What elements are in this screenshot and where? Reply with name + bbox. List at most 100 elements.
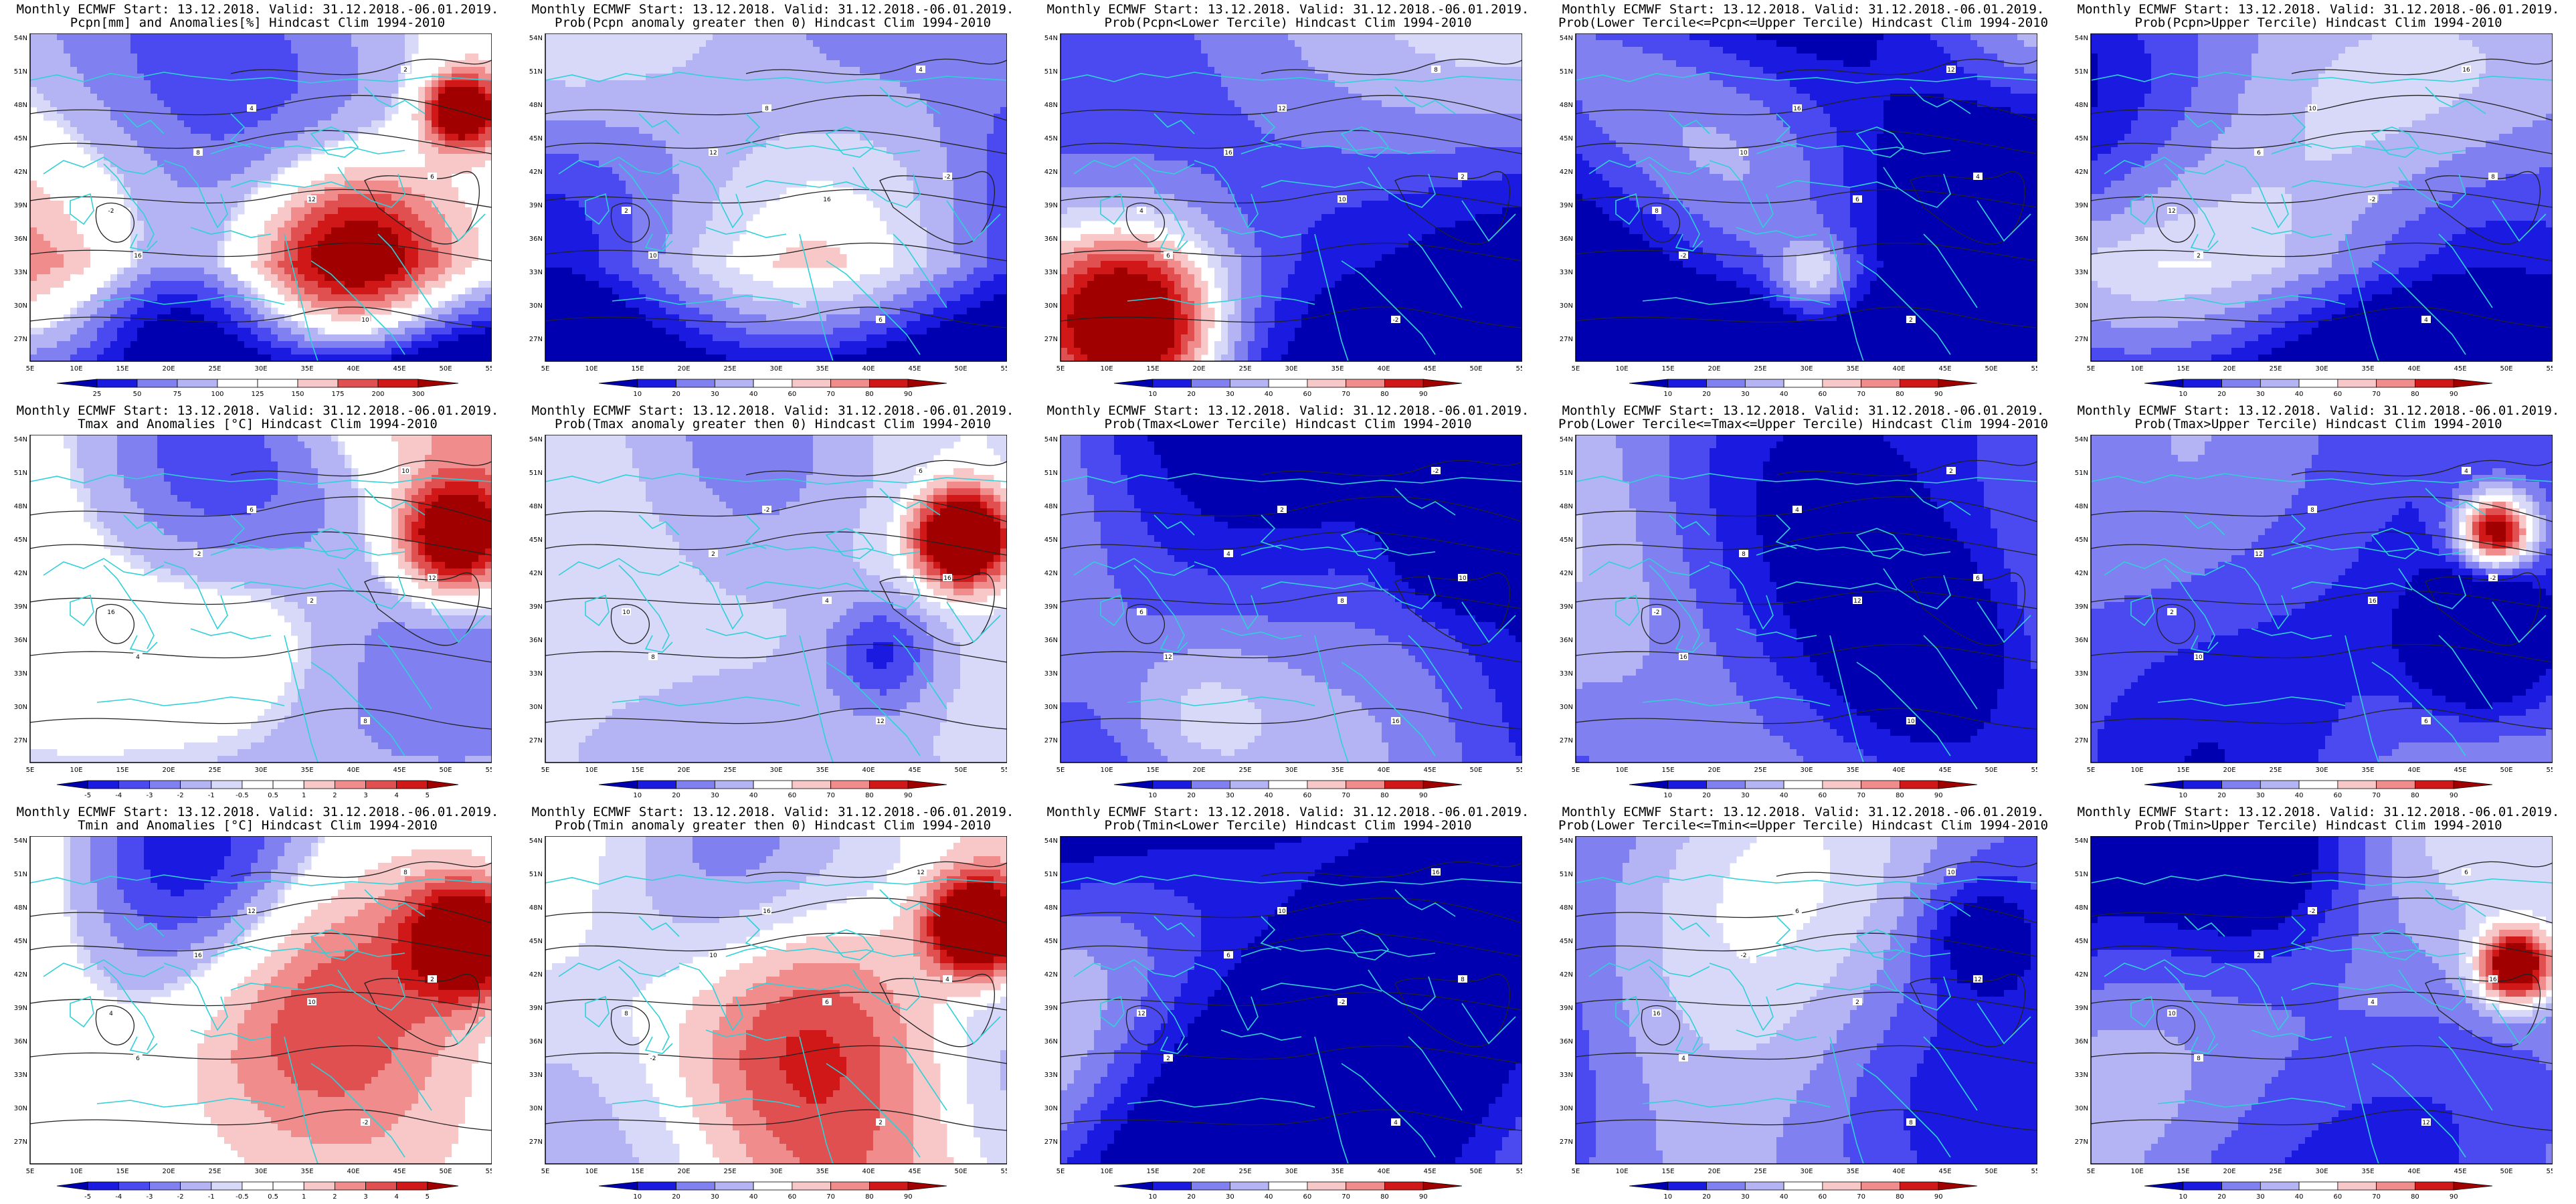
lon-label: 30E [769,1168,782,1175]
lat-label: 39N [1044,1005,1058,1012]
isoline-label: 12 [876,717,885,725]
colorbar-segment [907,780,947,789]
panel-title: Prob(Lower Tercile<=Tmin<=Upper Tercile)… [1546,819,2061,833]
lon-label: 30E [769,767,782,774]
colorbar-segment [211,780,243,789]
lat-label: 45N [14,536,27,544]
map-frame: 8 12 16 10 6 -2 2 4 54N 51N 48N 45N 42N 39N 36N 33N 30N 2… [529,33,1007,373]
isoline-label: -2 [762,506,771,514]
isolines [2090,460,2553,730]
lon-label: 25E [2269,1168,2282,1175]
isoline-label: 12 [2421,1118,2431,1126]
isoline [1776,861,2037,878]
coastline [1776,581,1898,591]
coastline [2492,200,2547,242]
lat-label: 42N [1560,169,1573,176]
isoline-label: -2 [2308,907,2317,915]
map-border [1575,435,2037,763]
isoline-label: 16 [2462,66,2471,74]
lon-label: 55E [485,767,492,774]
colorbar: 10 20 30 40 60 70 80 90 [598,379,947,398]
lat-label: 42N [14,169,27,176]
colorbar-tick-label: 1 [302,792,306,799]
isoline-label: 4 [1792,506,1802,514]
colorbar-tick-label: 5 [426,792,430,799]
colorbar-tick-label: 10 [1148,1193,1157,1201]
map-frame: 4 8 12 16 10 6 -2 2 54N 51N 48N 45N 42N 39N 36N 33N 30N 2… [1560,435,2037,774]
colorbar-tick-label: 70 [1857,1193,1865,1201]
coastline [1756,544,1951,556]
coastline [2438,1036,2493,1111]
panel-header-line: Monthly ECMWF Start: 13.12.2018. Valid: … [2061,805,2576,819]
lat-label: 54N [529,436,543,443]
colorbar-segment [2337,379,2377,388]
lat-label: 51N [1560,470,1573,477]
lon-labels: 5E 10E 15E 20E 25E 30E 35E 40E 45E 50E 55E [541,365,1007,373]
lon-label: 10E [1100,365,1113,373]
colorbar-segment [211,1181,243,1191]
coastline [1829,1036,1864,1165]
isoline [29,1109,492,1131]
lat-labels: 54N 51N 48N 45N 42N 39N 36N 33N 30N 27N [1044,837,1058,1146]
lon-label: 15E [631,365,644,373]
isoline [1261,58,1522,76]
coastline [1588,558,1710,576]
colorbar-tick-label: 90 [1419,1193,1428,1201]
lon-label: 25E [2269,365,2282,373]
isoline [1060,306,1522,328]
isoline [2425,171,2541,245]
lat-label: 45N [14,938,27,945]
isoline-labels: 16 10 6 -2 2 4 8 12 [622,868,952,1126]
map-panel: Monthly ECMWF Start: 13.12.2018. Valid: … [515,803,1030,1204]
colorbar-tick-label: 20 [2217,792,2226,799]
colorbar-tick-label: 20 [1187,1193,1196,1201]
colorbar-segment [598,1181,638,1191]
coastline [745,180,867,189]
coastline [879,488,941,516]
panel-title: Prob(Pcpn>Upper Tercile) Hindcast Clim 1… [2061,16,2576,30]
coastline [70,594,94,627]
lon-label: 50E [439,1168,452,1175]
isoline-label: 10 [307,998,316,1006]
colorbar-segment [1629,379,1669,388]
isoline [545,590,1007,609]
lat-label: 33N [2075,670,2088,678]
map-panel: Monthly ECMWF Start: 13.12.2018. Valid: … [515,0,1030,401]
isoline-labels: 6 -2 2 4 8 12 16 10 [106,467,437,725]
coastlines [1575,874,2037,1165]
isoline [1125,1005,1165,1045]
colorbar-tick-label: 70 [1342,792,1350,799]
colorbar-segment [792,780,832,789]
coastline [210,544,405,556]
colorbar-segment [2144,379,2184,388]
isoline [1060,897,1522,924]
lon-label: 25E [1754,767,1766,774]
coastline [229,916,252,950]
lon-label: 15E [1146,1168,1159,1175]
coastline [745,916,767,950]
colorbar-tick-label: 5 [426,1193,430,1201]
panel-title: Tmax and Anomalies [°C] Hindcast Clim 19… [0,417,515,431]
colorbar-tick-label: 25 [93,391,102,398]
coastline [377,1036,432,1111]
coastline [431,601,486,643]
coastline [893,635,947,710]
panel-title: Prob(Pcpn anomaly greater then 0) Hindca… [515,16,1030,30]
lat-label: 39N [14,202,27,209]
isoline-label: 10 [361,316,370,324]
isoline [29,130,492,155]
colorbar-segment [2415,1181,2454,1191]
lon-label: 50E [2500,767,2512,774]
coastline [2290,514,2312,549]
coastlines [1060,72,1522,362]
coastline [826,260,921,355]
isoline [1575,242,2037,262]
colorbar-tick-label: 10 [633,1193,642,1201]
isoline-label: -2 [2488,574,2498,582]
colorbar-segment [1706,379,1746,388]
lon-label: 5E [541,365,550,373]
lon-label: 35E [1846,767,1859,774]
lat-label: 51N [2075,470,2088,477]
lat-label: 39N [529,1005,543,1012]
lat-label: 48N [1560,904,1573,912]
